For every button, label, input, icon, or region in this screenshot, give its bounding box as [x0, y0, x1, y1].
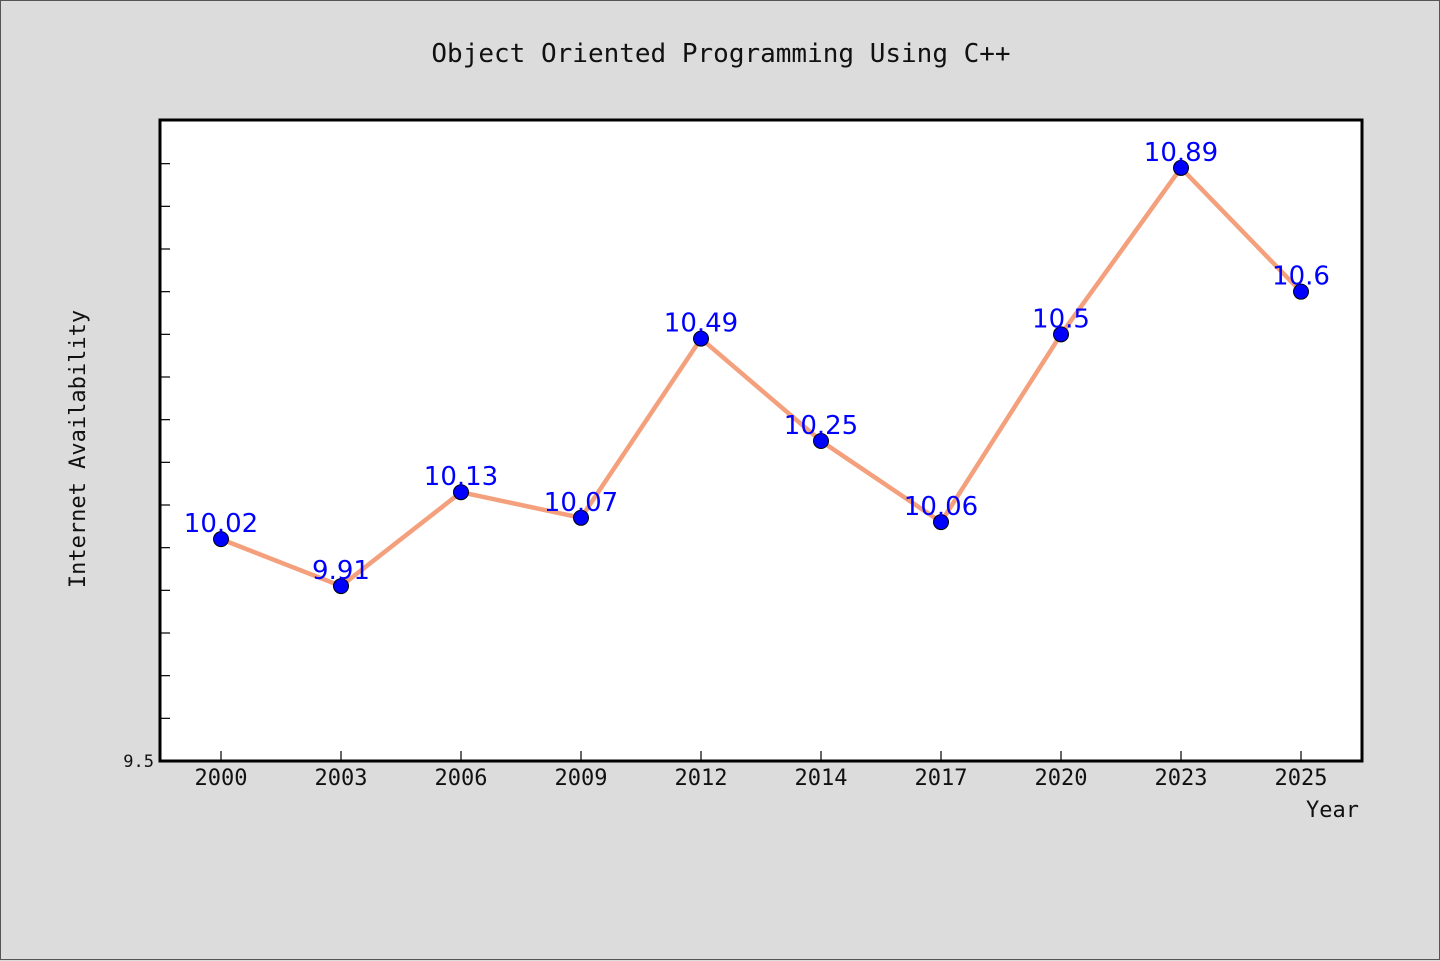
data-label: 10.07 [544, 488, 618, 518]
x-tick-label: 2006 [435, 766, 488, 791]
data-label: 10.25 [784, 411, 858, 441]
data-label: 9.91 [312, 556, 370, 586]
y-axis-ticks: 9.5 [123, 163, 170, 772]
data-label: 10.02 [184, 509, 258, 539]
data-label: 10.06 [904, 492, 978, 522]
y-axis-title: Internet Availability [66, 310, 91, 588]
x-tick-label: 2000 [195, 766, 248, 791]
data-point [933, 514, 949, 531]
data-label: 10.13 [424, 462, 498, 492]
data-label: 10.5 [1032, 304, 1090, 334]
data-point [453, 484, 469, 501]
x-axis-ticks: 2000 2003 2006 2009 2012 2014 2017 2020 2023 2025 [195, 751, 1328, 791]
x-tick-label: 2025 [1275, 766, 1328, 791]
x-tick-label: 2009 [555, 766, 608, 791]
data-point [213, 531, 229, 548]
x-tick-label: 2014 [795, 766, 848, 791]
series-line [220, 165, 1303, 589]
data-point [1293, 283, 1309, 300]
data-label: 10.89 [1144, 138, 1218, 168]
plot-area [158, 118, 1364, 763]
data-point [1053, 326, 1069, 343]
x-tick-label: 2023 [1155, 766, 1208, 791]
data-point [1173, 159, 1189, 176]
data-point [333, 578, 349, 595]
x-axis-title: Year [1306, 798, 1359, 823]
x-tick-label: 2020 [1035, 766, 1088, 791]
series-layer: 10.02 9.91 10.13 10.07 10.49 10.25 10.06 10.5 10… [184, 138, 1330, 595]
data-point [573, 509, 589, 526]
data-point [813, 433, 829, 449]
x-tick-label: 2003 [315, 766, 368, 791]
data-point [693, 330, 709, 347]
data-label: 10.49 [664, 309, 738, 339]
chart-title: Object Oriented Programming Using C++ [431, 39, 1010, 69]
y-tick-label: 9.5 [123, 752, 154, 772]
x-tick-label: 2012 [675, 766, 728, 791]
x-tick-label: 2017 [915, 766, 968, 791]
data-label: 10.6 [1272, 262, 1330, 292]
